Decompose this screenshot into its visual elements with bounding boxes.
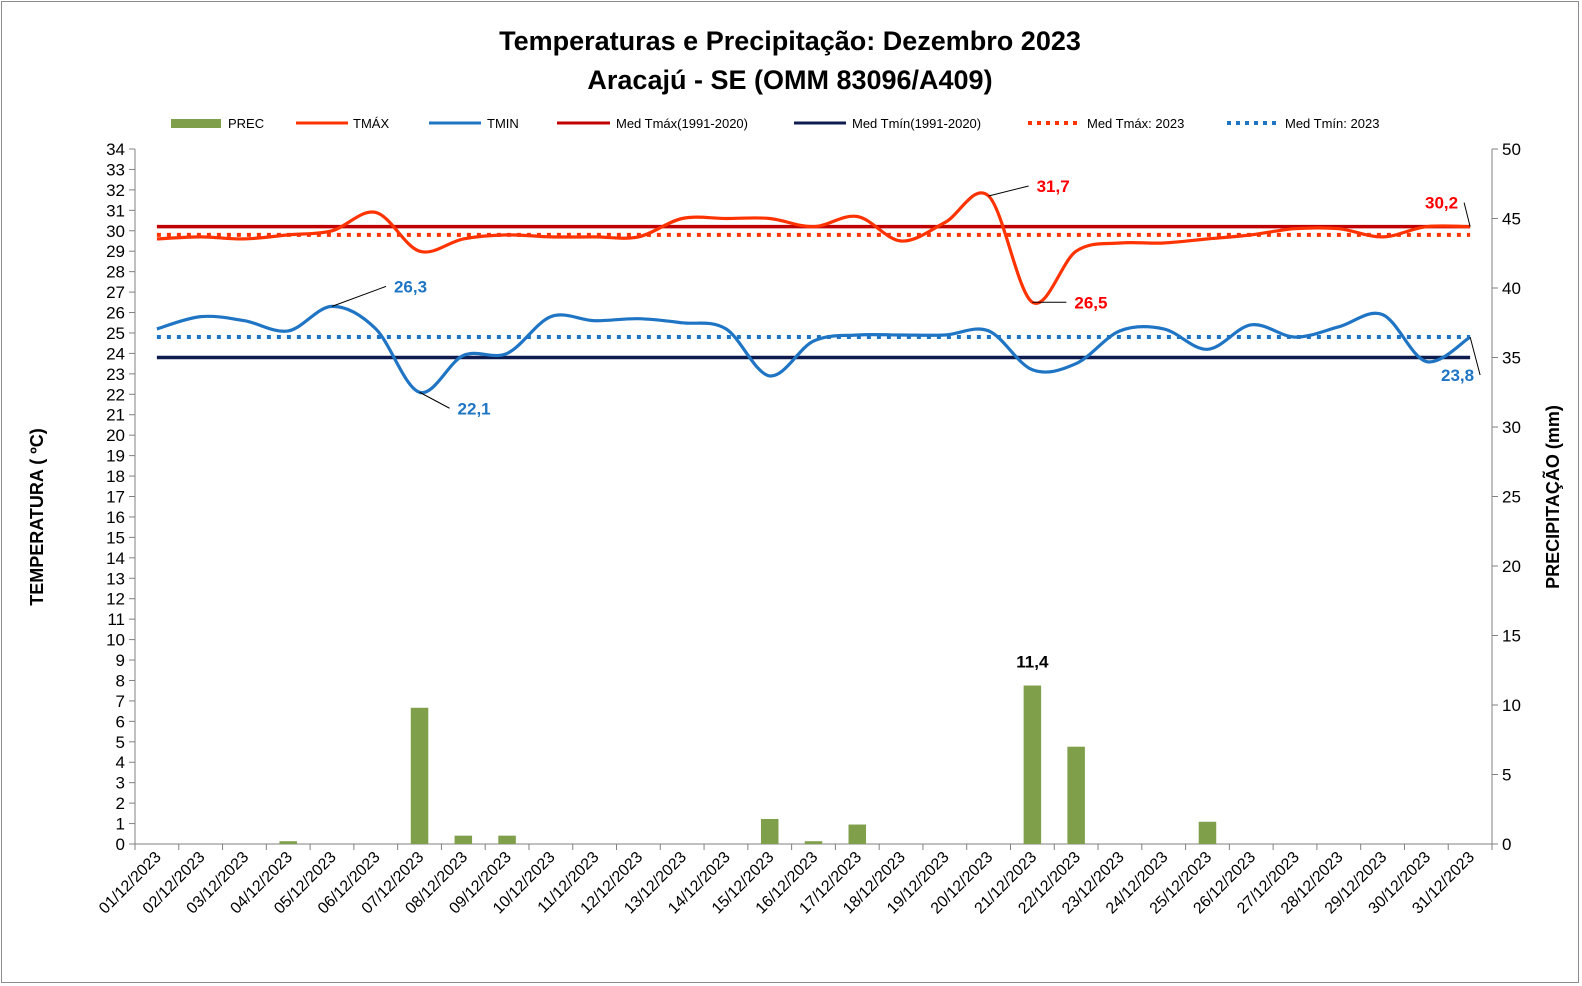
left-tick-label: 10: [106, 631, 125, 650]
left-tick-label: 21: [106, 406, 125, 425]
series-line: [156, 191, 1471, 305]
prec-bar: [279, 841, 297, 844]
prec-bar: [454, 835, 473, 844]
left-tick-label: 8: [116, 671, 125, 690]
left-tick-label: 5: [116, 733, 125, 752]
right-tick-label: 50: [1502, 140, 1521, 159]
left-tick-label: 22: [106, 385, 125, 404]
left-tick-label: 27: [106, 283, 125, 302]
series-lines: [156, 191, 1471, 395]
axes: 0123456789101112131415161718192021222324…: [96, 140, 1521, 917]
left-tick-label: 14: [106, 549, 125, 568]
left-tick-label: 33: [106, 160, 125, 179]
legend-swatch-prec: [171, 119, 221, 128]
left-tick-label: 23: [106, 365, 125, 384]
prec-bar: [1067, 746, 1085, 844]
left-tick-label: 2: [116, 794, 125, 813]
series-line: [156, 304, 1471, 395]
annotation-leader: [419, 391, 450, 409]
right-tick-label: 30: [1502, 418, 1521, 437]
left-tick-label: 25: [106, 324, 125, 343]
prec-bar: [1023, 685, 1042, 844]
annotation-label: 26,5: [1074, 293, 1107, 312]
left-tick-label: 0: [116, 835, 125, 854]
annotation-leader: [988, 185, 1029, 197]
legend-label-prec: PREC: [228, 116, 264, 131]
annotation-label: 23,8: [1441, 366, 1474, 385]
legend-label-med-tmax-2023: Med Tmáx: 2023: [1087, 116, 1184, 131]
left-tick-label: 26: [106, 304, 125, 323]
left-tick-label: 4: [116, 753, 125, 772]
chart-title: Temperaturas e Precipitação: Dezembro 20…: [499, 26, 1081, 56]
annotation-label: 31,7: [1037, 177, 1070, 196]
right-tick-label: 15: [1502, 627, 1521, 646]
right-tick-label: 20: [1502, 557, 1521, 576]
annotation-leader: [1469, 336, 1481, 376]
annotation-leader: [331, 285, 387, 307]
left-axis-title: TEMPERATURA ( ºC): [27, 428, 47, 606]
prec-bar: [498, 835, 516, 844]
left-tick-label: 13: [106, 569, 125, 588]
left-tick-label: 19: [106, 447, 125, 466]
legend-label-tmin: TMIN: [487, 116, 519, 131]
left-tick-label: 7: [116, 692, 125, 711]
left-tick-label: 32: [106, 181, 125, 200]
left-tick-label: 1: [116, 815, 125, 834]
legend-label-tmax: TMÁX: [353, 116, 389, 131]
chart-subtitle: Aracajú - SE (OMM 83096/A409): [587, 65, 992, 95]
annotations: 31,7 26,5 30,2 26,3 22,1 23,8 11,4: [331, 177, 1481, 672]
left-tick-label: 17: [106, 488, 125, 507]
left-tick-label: 15: [106, 528, 125, 547]
left-tick-label: 18: [106, 467, 125, 486]
left-tick-label: 34: [106, 140, 125, 159]
left-tick-label: 24: [106, 344, 125, 363]
right-axis-title: PRECIPITAÇÃO (mm): [1542, 405, 1563, 589]
right-tick-label: 25: [1502, 488, 1521, 507]
legend-label-med-tmax-norm: Med Tmáx(1991-2020): [616, 116, 748, 131]
annotation-label: 11,4: [1016, 653, 1049, 672]
right-tick-label: 35: [1502, 349, 1521, 368]
left-tick-label: 6: [116, 712, 125, 731]
left-tick-label: 28: [106, 263, 125, 282]
annotation-label: 22,1: [458, 399, 491, 418]
left-tick-label: 20: [106, 426, 125, 445]
prec-bar: [760, 818, 779, 844]
left-tick-label: 12: [106, 590, 125, 609]
prec-bar: [1198, 821, 1217, 844]
right-tick-label: 45: [1502, 210, 1521, 229]
left-tick-label: 31: [106, 201, 125, 220]
prec-bar: [410, 707, 429, 844]
right-tick-label: 5: [1502, 766, 1511, 785]
prec-bar: [848, 824, 867, 844]
annotation-label: 30,2: [1425, 194, 1458, 213]
annotation-label: 26,3: [394, 277, 427, 296]
left-tick-label: 16: [106, 508, 125, 527]
annotation-leader: [1463, 202, 1471, 227]
right-tick-label: 10: [1502, 696, 1521, 715]
left-tick-label: 11: [107, 610, 125, 629]
left-tick-label: 3: [116, 774, 125, 793]
left-tick-label: 30: [106, 222, 125, 241]
left-tick-label: 9: [116, 651, 125, 670]
legend-label-med-tmin-norm: Med Tmín(1991-2020): [852, 116, 981, 131]
right-tick-label: 40: [1502, 279, 1521, 298]
legend-label-med-tmin-2023: Med Tmín: 2023: [1285, 116, 1379, 131]
precip-bars: [279, 685, 1217, 844]
prec-bar: [804, 841, 823, 844]
legend: PREC TMÁX TMIN Med Tmáx(1991-2020) Med T…: [171, 116, 1379, 131]
right-tick-label: 0: [1502, 835, 1511, 854]
left-tick-label: 29: [106, 242, 125, 261]
